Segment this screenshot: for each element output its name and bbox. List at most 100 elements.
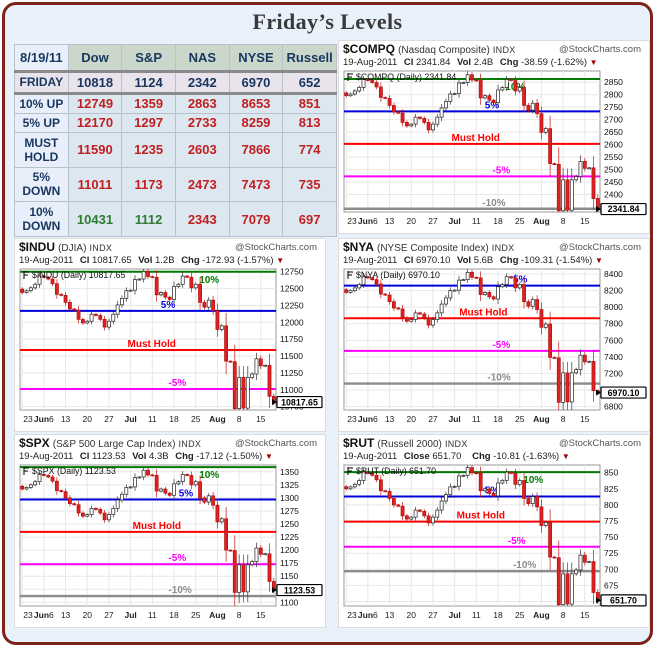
table-cell: 11590 — [67, 131, 123, 168]
svg-text:6970.10: 6970.10 — [608, 388, 640, 398]
chart-date: 19-Aug-2011 — [343, 57, 398, 68]
chart-index-name: (Russell 2000) — [377, 439, 442, 450]
svg-text:$COMPQ (Daily) 2341.84: $COMPQ (Daily) 2341.84 — [356, 72, 456, 82]
level-label: 5% — [485, 100, 500, 111]
svg-text:18: 18 — [169, 414, 179, 424]
page-title: Friday’s Levels — [252, 9, 403, 34]
svg-text:675: 675 — [604, 580, 618, 590]
levels-table-body: FRIDAY 10818 1124 2342 6970 652 10% UP 12749 135… — [14, 71, 337, 237]
close-value: 10817.65 — [92, 255, 132, 266]
chg-value: -17.12 (-1.50%) — [196, 451, 263, 462]
svg-text:$INDU (Daily) 10817.65: $INDU (Daily) 10817.65 — [32, 270, 125, 280]
svg-text:8: 8 — [237, 610, 242, 620]
chart-date: 19-Aug-2011 — [343, 255, 398, 266]
level-label: -5% — [492, 340, 510, 351]
svg-text:15: 15 — [256, 414, 266, 424]
chart-overlay-label: $COMPQ (Daily) 2341.84 — [347, 72, 456, 82]
svg-text:651.70: 651.70 — [610, 596, 637, 606]
price-chart-svg: 10%5%Must Hold-5%-10%8508258007757507257… — [343, 464, 647, 620]
close-label: Cl — [79, 451, 90, 462]
table-cell: 2603 — [174, 131, 230, 168]
svg-text:Aug: Aug — [533, 216, 550, 226]
price-tag: 1123.53 — [272, 583, 323, 597]
svg-text:1100: 1100 — [280, 597, 299, 607]
table-column-header: NAS — [174, 44, 230, 72]
svg-text:23: 23 — [347, 216, 357, 226]
svg-text:Aug: Aug — [533, 414, 550, 424]
table-cell: 1359 — [121, 92, 176, 114]
svg-text:10817.65: 10817.65 — [281, 397, 318, 407]
svg-text:27: 27 — [428, 414, 438, 424]
vol-value: 2.4B — [473, 57, 494, 68]
exchange-label: INDX — [444, 439, 468, 449]
level-label: Must Hold — [128, 339, 176, 350]
chg-value: -10.81 (-1.63%) — [493, 451, 560, 462]
nya-price-chart: 5% Must Hold -5% -10% 8400 8200 8000 7800 7600 74… — [343, 268, 649, 436]
chart-header-line1: @StockCharts.com $SPX (S&P 500 Large Cap… — [19, 437, 325, 451]
vol-label: Vol — [457, 57, 472, 68]
x-axis-labels: 23 Jun6 13 20 27 Jul 11 18 25 Aug 8 15 — [347, 216, 590, 226]
spx-price-chart: 10% 5% Must Hold -5% -10% 1350 1325 1300 1275 125… — [19, 464, 325, 632]
svg-text:20: 20 — [407, 610, 417, 620]
table-cell: 7079 — [228, 201, 284, 237]
svg-text:2500: 2500 — [604, 165, 623, 175]
row-label: MUST HOLD — [14, 131, 69, 168]
candles — [20, 269, 276, 410]
svg-text:23: 23 — [23, 414, 33, 424]
table-row: FRIDAY 10818 1124 2342 6970 652 — [14, 71, 337, 94]
chg-label: Chg — [175, 451, 194, 462]
chart-header-line2: 19-Aug-2011 Close 651.70 Chg -10.81 (-1.… — [343, 451, 649, 463]
chart-style-icon — [347, 467, 353, 475]
table-cell: 813 — [282, 112, 337, 133]
svg-text:8: 8 — [561, 414, 566, 424]
grid-lines — [344, 269, 600, 410]
copyright-label: @StockCharts.com — [559, 242, 641, 253]
svg-text:15: 15 — [580, 216, 590, 226]
svg-text:Jun6: Jun6 — [358, 216, 378, 226]
chart-header-line1: @StockCharts.com $RUT (Russell 2000) IND… — [343, 437, 649, 451]
close-label: Cl — [403, 57, 414, 68]
svg-text:Aug: Aug — [533, 610, 550, 620]
svg-text:27: 27 — [104, 414, 114, 424]
svg-text:8: 8 — [237, 414, 242, 424]
svg-text:11000: 11000 — [280, 385, 303, 395]
svg-text:725: 725 — [604, 548, 618, 558]
chart-symbol: $INDU — [19, 240, 56, 254]
chart-symbol: $COMPQ — [343, 42, 396, 56]
x-axis-labels: 23 Jun6 13 20 27 Jul 11 18 25 Aug 8 15 — [23, 610, 266, 620]
exchange-label: INDX — [89, 243, 113, 253]
copyright-label: @StockCharts.com — [235, 242, 317, 253]
svg-text:2800: 2800 — [604, 90, 623, 100]
svg-text:12500: 12500 — [280, 284, 304, 294]
svg-text:7600: 7600 — [604, 335, 623, 345]
svg-text:11: 11 — [472, 216, 481, 226]
indu-price-chart: 10% 5% Must Hold -5% 12750 12500 12250 12000 117… — [19, 267, 325, 436]
price-tag: 651.70 — [596, 594, 647, 607]
table-cell: 652 — [282, 71, 337, 94]
svg-text:750: 750 — [604, 532, 618, 542]
svg-text:25: 25 — [191, 414, 201, 424]
svg-text:Jul: Jul — [449, 414, 461, 424]
svg-text:$SPX (Daily) 1123.53: $SPX (Daily) 1123.53 — [32, 466, 116, 476]
down-arrow-icon: ▼ — [264, 452, 273, 461]
svg-text:13: 13 — [385, 414, 395, 424]
vol-value: 4.3B — [149, 451, 169, 462]
candles — [344, 269, 600, 410]
svg-text:27: 27 — [428, 610, 438, 620]
chart-overlay-label: $SPX (Daily) 1123.53 — [23, 466, 116, 476]
svg-text:2700: 2700 — [604, 115, 623, 125]
table-column-header: NYSE — [228, 44, 284, 72]
svg-text:2750: 2750 — [604, 102, 623, 112]
level-label: -5% — [492, 165, 510, 176]
svg-text:12000: 12000 — [280, 317, 304, 327]
chart-symbol: $SPX — [19, 436, 50, 450]
svg-text:7400: 7400 — [604, 352, 623, 362]
svg-text:11250: 11250 — [280, 368, 303, 378]
y-axis-labels: 850825800775750725700675650 — [604, 468, 618, 607]
table-cell: 8259 — [228, 112, 284, 133]
table-cell: 12170 — [67, 112, 123, 133]
level-lines: 10% 5% Must Hold -5% -10% — [344, 471, 600, 573]
svg-text:2650: 2650 — [604, 127, 623, 137]
table-row: 5% UP 12170 1297 2733 8259 813 — [14, 112, 337, 133]
x-axis-labels: 23 Jun6 13 20 27 Jul 11 18 25 Aug 8 15 — [347, 414, 590, 424]
